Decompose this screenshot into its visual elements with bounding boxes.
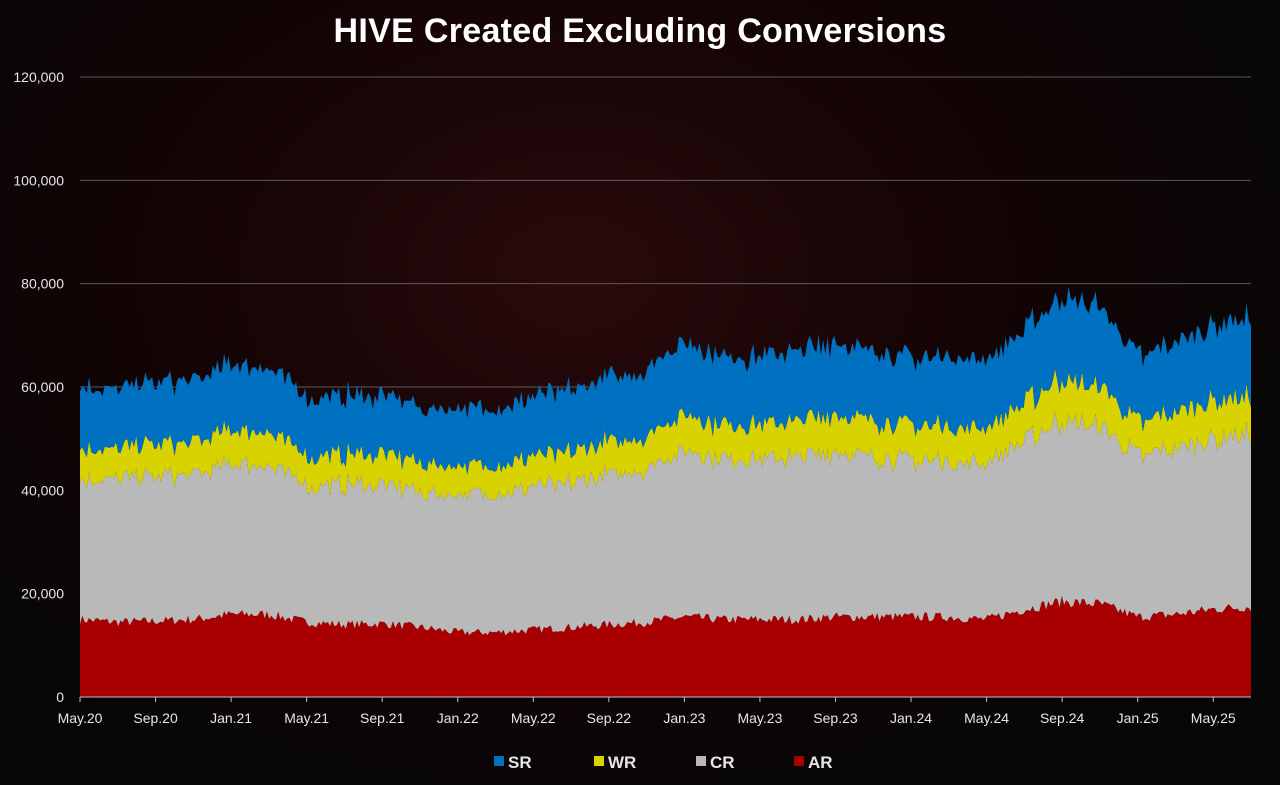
- legend-label-cr: CR: [710, 753, 735, 772]
- x-tick-label: May.21: [284, 710, 329, 726]
- legend-swatch-wr: [594, 756, 604, 766]
- y-tick-label: 120,000: [13, 69, 64, 85]
- y-tick-label: 60,000: [21, 379, 64, 395]
- legend-swatch-sr: [494, 756, 504, 766]
- x-tick-label: Sep.23: [813, 710, 858, 726]
- x-tick-label: Sep.20: [133, 710, 178, 726]
- legend-swatch-ar: [794, 756, 804, 766]
- y-tick-label: 20,000: [21, 586, 64, 602]
- legend-label-ar: AR: [808, 753, 833, 772]
- x-tick-label: Jan.23: [663, 710, 705, 726]
- x-tick-label: Sep.21: [360, 710, 405, 726]
- area-series-cr: [80, 412, 1251, 636]
- legend-swatch-cr: [696, 756, 706, 766]
- x-tick-label: Jan.25: [1117, 710, 1159, 726]
- legend-layer: SR WR CR AR: [494, 753, 833, 772]
- x-tick-label: Sep.22: [587, 710, 632, 726]
- x-tick-label: Jan.21: [210, 710, 252, 726]
- area-series-wr: [80, 368, 1251, 502]
- x-tick-label: May.25: [1191, 710, 1236, 726]
- x-tick-label: May.24: [964, 710, 1009, 726]
- area-layer: [80, 286, 1251, 697]
- y-tick-label: 100,000: [13, 172, 64, 188]
- x-tick-label: Jan.22: [437, 710, 479, 726]
- axis-layer: 0 20,000 40,000 60,000 80,000 100,000 120,000 M…: [13, 69, 1251, 726]
- legend-label-wr: WR: [608, 753, 636, 772]
- chart-title: HIVE Created Excluding Conversions: [333, 12, 947, 50]
- area-series-sr: [80, 286, 1251, 475]
- x-tick-label: May.20: [58, 710, 103, 726]
- y-tick-label: 40,000: [21, 482, 64, 498]
- y-tick-label: 0: [56, 689, 64, 705]
- x-tick-label: Jan.24: [890, 710, 932, 726]
- x-tick-label: Sep.24: [1040, 710, 1085, 726]
- y-tick-label: 80,000: [21, 276, 64, 292]
- x-tick-label: May.23: [737, 710, 782, 726]
- x-tick-label: May.22: [511, 710, 556, 726]
- area-series-ar: [80, 595, 1251, 697]
- legend-label-sr: SR: [508, 753, 532, 772]
